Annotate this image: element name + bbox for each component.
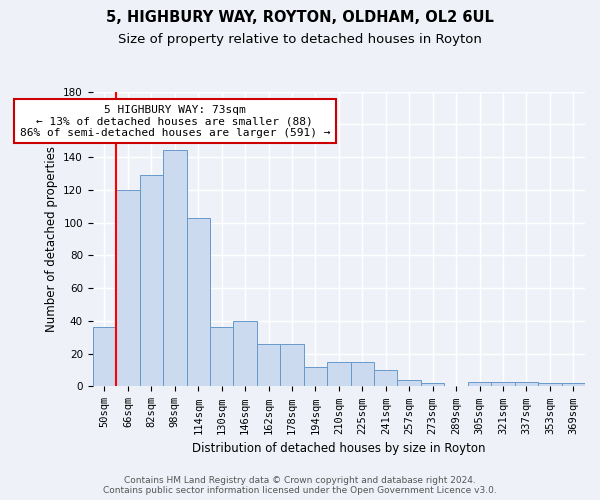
X-axis label: Distribution of detached houses by size in Royton: Distribution of detached houses by size … [192, 442, 485, 455]
Bar [491, 382, 515, 386]
Bar [397, 380, 421, 386]
Bar [374, 370, 397, 386]
Bar [116, 190, 140, 386]
Bar [562, 383, 585, 386]
Bar [210, 328, 233, 386]
Bar [421, 383, 445, 386]
Bar [538, 383, 562, 386]
Bar [350, 362, 374, 386]
Bar [233, 321, 257, 386]
Text: 5 HIGHBURY WAY: 73sqm
← 13% of detached houses are smaller (88)
86% of semi-deta: 5 HIGHBURY WAY: 73sqm ← 13% of detached … [20, 104, 330, 138]
Bar [140, 175, 163, 386]
Bar [93, 328, 116, 386]
Bar [257, 344, 280, 387]
Text: Contains HM Land Registry data © Crown copyright and database right 2024.
Contai: Contains HM Land Registry data © Crown c… [103, 476, 497, 495]
Text: Size of property relative to detached houses in Royton: Size of property relative to detached ho… [118, 32, 482, 46]
Bar [468, 382, 491, 386]
Bar [327, 362, 350, 386]
Text: 5, HIGHBURY WAY, ROYTON, OLDHAM, OL2 6UL: 5, HIGHBURY WAY, ROYTON, OLDHAM, OL2 6UL [106, 10, 494, 25]
Y-axis label: Number of detached properties: Number of detached properties [45, 146, 58, 332]
Bar [515, 382, 538, 386]
Bar [304, 367, 327, 386]
Bar [280, 344, 304, 387]
Bar [187, 218, 210, 386]
Bar [163, 150, 187, 386]
